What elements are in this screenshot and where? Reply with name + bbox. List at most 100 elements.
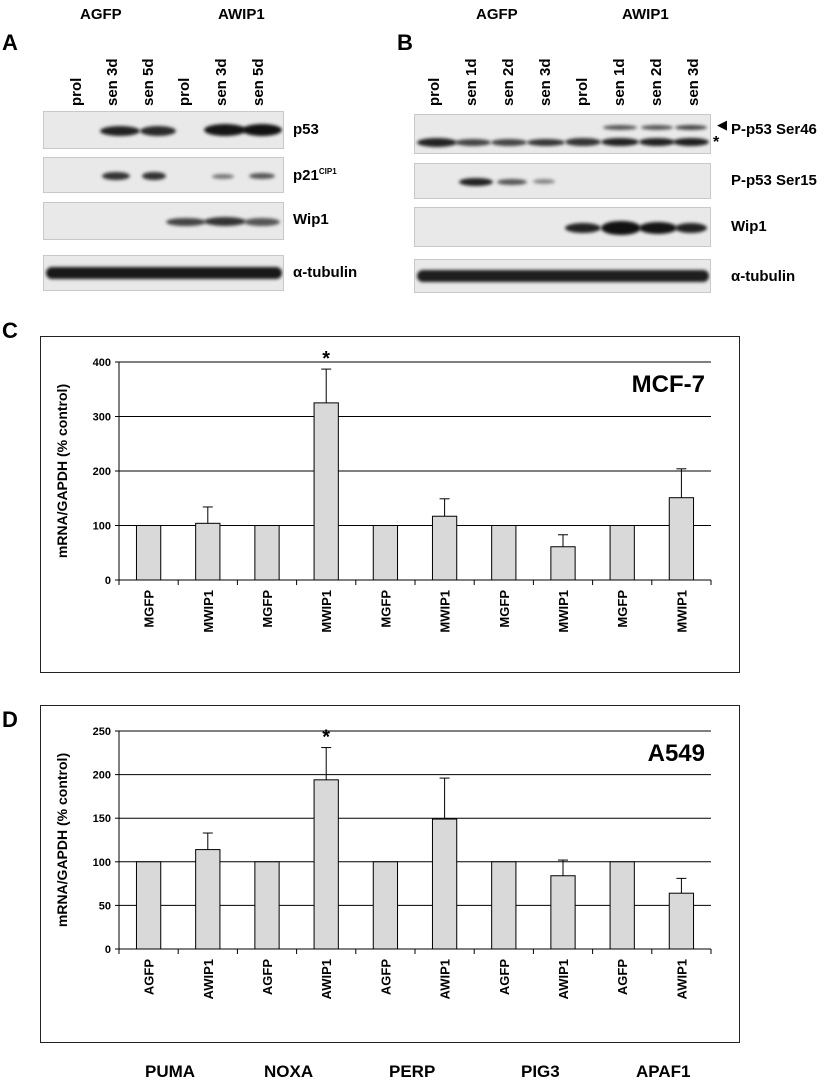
panel-b-lane-label: sen 1d xyxy=(463,58,480,106)
chart-c-title: MCF-7 xyxy=(632,371,705,398)
panel-b-blot-tubulin xyxy=(414,259,711,293)
chart-d-bar xyxy=(491,861,517,950)
gene-label: APAF1 xyxy=(636,1062,691,1081)
panel-c-letter: C xyxy=(2,318,18,343)
chart-c-category-label: MGFP xyxy=(615,590,630,628)
panel-a-group-agfp: AGFP xyxy=(80,6,122,23)
chart-c-bar xyxy=(372,525,399,581)
asterisk-marker: * xyxy=(713,134,720,151)
panel-a-lane-label: prol xyxy=(68,77,85,106)
chart-c-significance-marker: * xyxy=(322,348,330,370)
panel-b-lane-label: sen 2d xyxy=(648,58,665,106)
chart-d-category-label: AWIP1 xyxy=(319,959,334,999)
chart-d-category-label: AWIP1 xyxy=(674,959,689,999)
panel-a-blot-wip1 xyxy=(43,202,284,240)
chart-d-bar xyxy=(431,818,458,950)
chart-c-category-label: MGFP xyxy=(142,590,157,628)
panel-a-lane-label: sen 5d xyxy=(250,58,267,106)
chart-d-bar xyxy=(668,892,695,950)
panel-a-blot-tubulin xyxy=(43,255,284,291)
chart-c-ytick-label: 300 xyxy=(93,412,111,424)
panel-b-label-ser15: P-p53 Ser15 xyxy=(731,172,817,189)
panel-b-letter: B xyxy=(397,30,413,55)
chart-d-bar xyxy=(313,779,339,950)
panel-a-label-tubulin: α-tubulin xyxy=(293,264,358,281)
panel-a-label-wip1: Wip1 xyxy=(293,211,329,228)
chart-c-bar xyxy=(313,402,339,581)
chart-c-category-label: MWIP1 xyxy=(674,590,689,633)
panel-b-lane-label: sen 2d xyxy=(500,58,517,106)
chart-d-ytick-label: 200 xyxy=(93,770,111,782)
chart-d-ytick-label: 50 xyxy=(99,900,111,912)
panel-a-lane-label: sen 5d xyxy=(140,58,157,106)
chart-c-bar xyxy=(135,525,162,581)
panel-b-lane-label: prol xyxy=(426,77,443,106)
chart-c-bar xyxy=(431,515,458,581)
chart-c-ytick-label: 0 xyxy=(105,575,111,587)
chart-c-bar xyxy=(254,525,280,581)
chart-d-category-label: AGFP xyxy=(378,959,393,995)
chart-c-ytick-label: 100 xyxy=(93,521,111,533)
chart-c-category-label: MGFP xyxy=(378,590,393,628)
chart-c-category-label: MWIP1 xyxy=(319,590,334,633)
chart-d-bar xyxy=(135,861,162,950)
chart-d-ytick-label: 100 xyxy=(93,857,111,869)
chart-d-ytick-label: 150 xyxy=(93,813,111,825)
panel-b-group-agfp: AGFP xyxy=(476,6,518,23)
panel-b-blot-ser46 xyxy=(414,114,711,154)
panel-a-blot-p53 xyxy=(43,111,284,149)
chart-d-bar xyxy=(195,849,221,950)
chart-c-category-label: MGFP xyxy=(497,590,512,628)
chart-c-category-label: MWIP1 xyxy=(201,590,216,633)
chart-c-bar xyxy=(550,546,576,581)
panel-d-chart: 0 50 100 150 200 250 AGFP AWIP1 AGFP * AWIP1 AGFP AW… xyxy=(54,726,712,999)
chart-c-y-axis-label: mRNA/GAPDH (% control) xyxy=(54,384,70,558)
chart-d-category-label: AWIP1 xyxy=(556,959,571,999)
chart-d-category-label: AGFP xyxy=(497,959,512,995)
panel-b-label-wip1: Wip1 xyxy=(731,218,767,235)
panel-a-letter: A xyxy=(2,30,18,55)
chart-d-category-label: AGFP xyxy=(260,959,275,995)
gene-label: NOXA xyxy=(264,1062,314,1081)
panel-b-lane-label: sen 3d xyxy=(685,58,702,106)
chart-c-bar xyxy=(609,525,635,581)
chart-d-bar xyxy=(254,861,280,950)
panel-b-lane-label: sen 3d xyxy=(537,58,554,106)
chart-d-bar xyxy=(372,861,399,950)
chart-d-category-label: AWIP1 xyxy=(201,959,216,999)
chart-c-bar xyxy=(491,525,517,581)
chart-c-category-label: MWIP1 xyxy=(438,590,453,633)
chart-c-bar xyxy=(195,522,221,581)
panel-a-lane-label: sen 3d xyxy=(104,58,121,106)
chart-c-category-label: MGFP xyxy=(260,590,275,628)
chart-c-ytick-label: 200 xyxy=(93,466,111,478)
panel-c-chart-frame: 0 100 200 300 400 MGFP MWIP1 MGFP * MWIP1 MGFP MWIP… xyxy=(40,336,740,673)
panel-a-lane-label: sen 3d xyxy=(213,58,230,106)
chart-d-title: A549 xyxy=(648,740,705,767)
chart-c-ytick-label: 400 xyxy=(93,357,111,369)
chart-d-ytick-label: 0 xyxy=(105,944,111,956)
gene-label: PUMA xyxy=(145,1062,196,1081)
gene-label: PIG3 xyxy=(521,1062,560,1081)
panel-b-label-tubulin: α-tubulin xyxy=(731,268,796,285)
chart-d-bar xyxy=(550,875,576,950)
panel-a-group-awip1: AWIP1 xyxy=(218,6,265,23)
panel-b-blot-ser15 xyxy=(414,163,711,199)
arrowhead-icon: ◀ xyxy=(717,117,727,132)
panel-a-blot-p21 xyxy=(43,157,284,193)
panel-a-label-p53: p53 xyxy=(293,121,319,138)
panel-d-chart-frame: 0 50 100 150 200 250 AGFP AWIP1 AGFP * AWIP1 AGFP AW… xyxy=(40,705,740,1043)
chart-d-significance-marker: * xyxy=(322,727,330,749)
chart-c-bar xyxy=(668,497,695,581)
chart-d-y-axis-label: mRNA/GAPDH (% control) xyxy=(54,753,70,927)
gene-label: PERP xyxy=(389,1062,436,1081)
panel-b-lane-label: prol xyxy=(574,77,591,106)
panel-b-lane-label: sen 1d xyxy=(611,58,628,106)
chart-d-category-label: AGFP xyxy=(142,959,157,995)
panel-d-letter: D xyxy=(2,707,18,732)
p21-label-main: p21 xyxy=(293,167,319,184)
panel-a-label-p21: p21CIP1 xyxy=(293,167,337,184)
chart-d-category-label: AWIP1 xyxy=(438,959,453,999)
panel-b-group-awip1: AWIP1 xyxy=(622,6,669,23)
chart-d-ytick-label: 250 xyxy=(93,726,111,738)
